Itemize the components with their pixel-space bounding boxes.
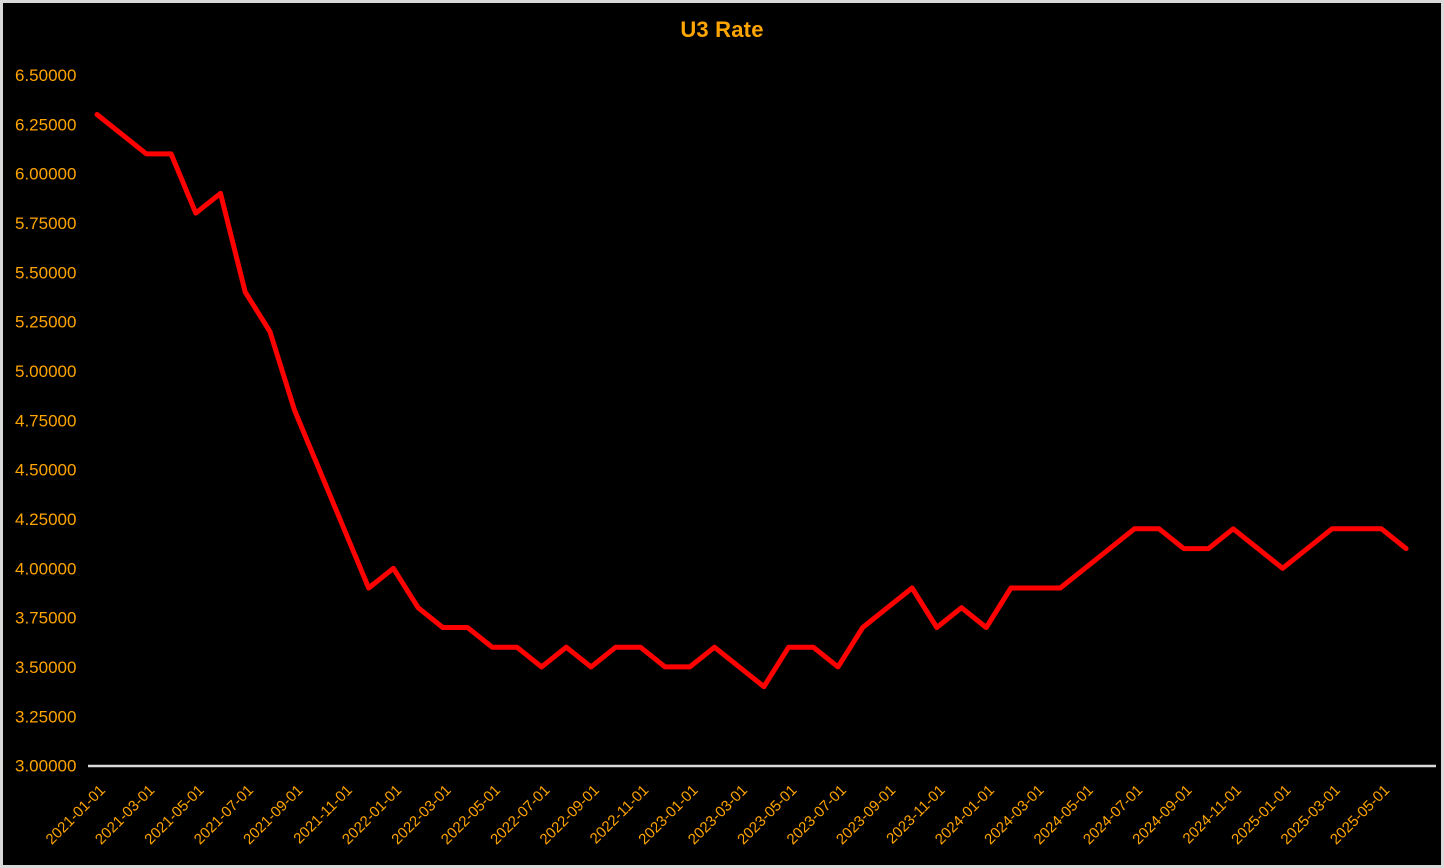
chart-title: U3 Rate — [680, 17, 764, 42]
y-tick-label: 3.25000 — [15, 707, 76, 726]
y-tick-label: 4.75000 — [15, 411, 76, 430]
y-tick-label: 3.00000 — [15, 757, 76, 776]
y-tick-label: 3.50000 — [15, 658, 76, 677]
y-tick-label: 6.00000 — [15, 165, 76, 184]
y-tick-label: 3.75000 — [15, 609, 76, 628]
y-tick-label: 4.00000 — [15, 559, 76, 578]
y-tick-label: 5.00000 — [15, 362, 76, 381]
y-tick-label: 5.75000 — [15, 214, 76, 233]
u3-rate-data-line — [94, 112, 1409, 690]
y-tick-label: 4.25000 — [15, 510, 76, 529]
y-tick-label: 6.25000 — [15, 115, 76, 134]
y-tick-label: 5.50000 — [15, 263, 76, 282]
y-tick-label: 4.50000 — [15, 461, 76, 480]
y-tick-label: 6.50000 — [15, 66, 76, 85]
y-tick-label: 5.25000 — [15, 313, 76, 332]
